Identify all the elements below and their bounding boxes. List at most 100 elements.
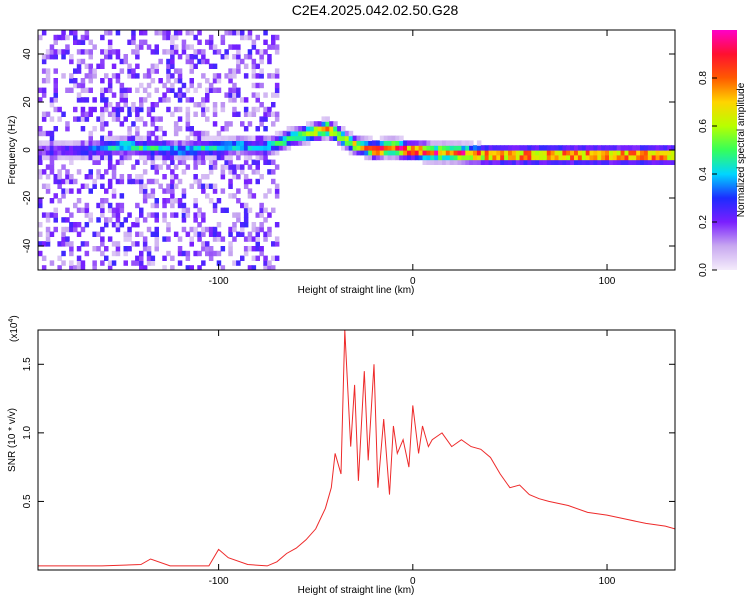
spectrogram-cell	[185, 126, 191, 132]
spectrogram-cell	[247, 265, 253, 270]
colorbar: 0.00.20.40.60.8 Normalized spectral ampl…	[698, 30, 747, 277]
spectrogram-cell	[550, 150, 556, 156]
spectrogram-cell	[53, 39, 58, 45]
spectrogram-cell	[655, 159, 661, 165]
spectrogram-cell	[251, 265, 257, 270]
spectrogram-cell	[61, 260, 66, 266]
spectrogram-cell	[375, 140, 381, 146]
spectrogram-cell	[488, 159, 494, 165]
spectrogram-cell	[228, 178, 233, 185]
spectrogram-cell	[201, 188, 206, 194]
spectrogram-cell	[426, 150, 431, 156]
spectrogram-cell	[309, 126, 315, 132]
spectrogram-cell	[146, 212, 152, 218]
spectrogram-cell	[181, 145, 187, 151]
spectrogram-cell	[142, 73, 148, 79]
spectrogram-cell	[115, 102, 121, 108]
spectrogram-cell	[243, 63, 249, 69]
spectrogram-cell	[69, 145, 74, 151]
spectrogram-cell	[115, 226, 121, 233]
spectrogram-cell	[655, 145, 661, 151]
spectrogram-cell	[655, 150, 661, 156]
spectrogram-cell	[259, 145, 264, 151]
snr-x-label: Height of straight line (km)	[298, 585, 415, 596]
spectrogram-cell	[473, 159, 478, 165]
spectrogram-cell	[154, 164, 159, 170]
spectrogram-cell	[205, 92, 210, 98]
spectrogram-cell	[166, 58, 171, 65]
spectrogram-cell	[418, 140, 424, 146]
spectrogram-cell	[298, 135, 303, 141]
spectrogram-cell	[251, 73, 257, 79]
spectrogram-cell	[259, 174, 264, 180]
spectrogram-cell	[205, 140, 210, 146]
spectrogram-cell	[92, 265, 97, 270]
spectrogram-cell	[236, 58, 241, 65]
spectrogram-cell	[131, 164, 136, 170]
spectrogram-cell	[581, 145, 587, 151]
spectrogram-cell	[45, 241, 51, 247]
spectrogram-cell	[96, 154, 101, 161]
spectrogram-cell	[162, 236, 167, 242]
spectrogram-cell	[92, 260, 97, 266]
spectrogram-cell	[224, 135, 229, 141]
spectrogram-cell	[566, 154, 571, 161]
spectrogram-cell	[457, 159, 462, 165]
spectrogram-cell	[453, 140, 459, 146]
spectrogram-cell	[228, 231, 233, 237]
spectrogram-cell	[107, 178, 113, 185]
spectrogram-cell	[185, 106, 191, 113]
spectrogram-cell	[263, 150, 268, 156]
spectrogram-cell	[228, 73, 233, 79]
spectrogram-cell	[205, 145, 210, 151]
spectrogram-cell	[193, 102, 198, 108]
spectrogram-cell	[519, 145, 525, 151]
spectrogram-cell	[407, 140, 412, 146]
spectrogram-cell	[387, 145, 393, 151]
spectrogram-cell	[76, 39, 82, 45]
spectrogram-cell	[150, 140, 156, 146]
spectrogram-cell	[375, 145, 381, 151]
spectrogram-cell	[84, 116, 90, 122]
spectrogram-cell	[170, 178, 175, 185]
spectrogram-cell	[115, 212, 121, 218]
spectrogram-cell	[69, 188, 74, 194]
spectrogram-cell	[45, 130, 51, 137]
spectrogram-cell	[65, 145, 70, 151]
spectrogram-cell	[274, 188, 280, 194]
spectrogram-cell	[438, 140, 443, 146]
spectrogram-cell	[139, 30, 144, 36]
spectrogram-cell	[57, 34, 62, 41]
spectrogram-cell	[88, 174, 93, 180]
spectrogram-cell	[154, 217, 159, 223]
spectrogram-cell	[667, 150, 672, 156]
spectrogram-cell	[166, 145, 171, 151]
spectrogram-cell	[395, 135, 400, 141]
spectrogram-cell	[123, 246, 128, 252]
spectrogram-cell	[142, 188, 148, 194]
spectrogram-cell	[139, 39, 144, 45]
spectrogram-cell	[550, 159, 556, 165]
spectrogram-cell	[333, 135, 338, 141]
spectrogram-cell	[119, 106, 125, 113]
spectrogram-cell	[104, 106, 109, 113]
spectrogram-cell	[348, 145, 354, 151]
spectrogram-cell	[240, 222, 245, 228]
spectrogram-cell	[519, 159, 525, 165]
spectrogram-cell	[208, 169, 214, 175]
spectrogram-cell	[170, 174, 175, 180]
spectrogram-cell	[508, 154, 513, 161]
spectrogram-cell	[100, 154, 105, 161]
y-tick-label: 0.5	[22, 494, 33, 508]
spectrogram-cell	[453, 159, 459, 165]
spectrogram-cell	[139, 97, 144, 103]
spectrogram-cell	[325, 135, 330, 141]
spectrogram-cell	[104, 121, 109, 127]
spectrogram-cell	[173, 68, 179, 74]
spectrogram-cell	[612, 159, 618, 165]
spectrogram-cell	[166, 30, 171, 36]
spectrogram-cell	[360, 140, 365, 146]
spectrogram-cell	[69, 265, 74, 270]
spectrogram-cell	[259, 121, 264, 127]
spectrogram-cell	[49, 231, 55, 237]
